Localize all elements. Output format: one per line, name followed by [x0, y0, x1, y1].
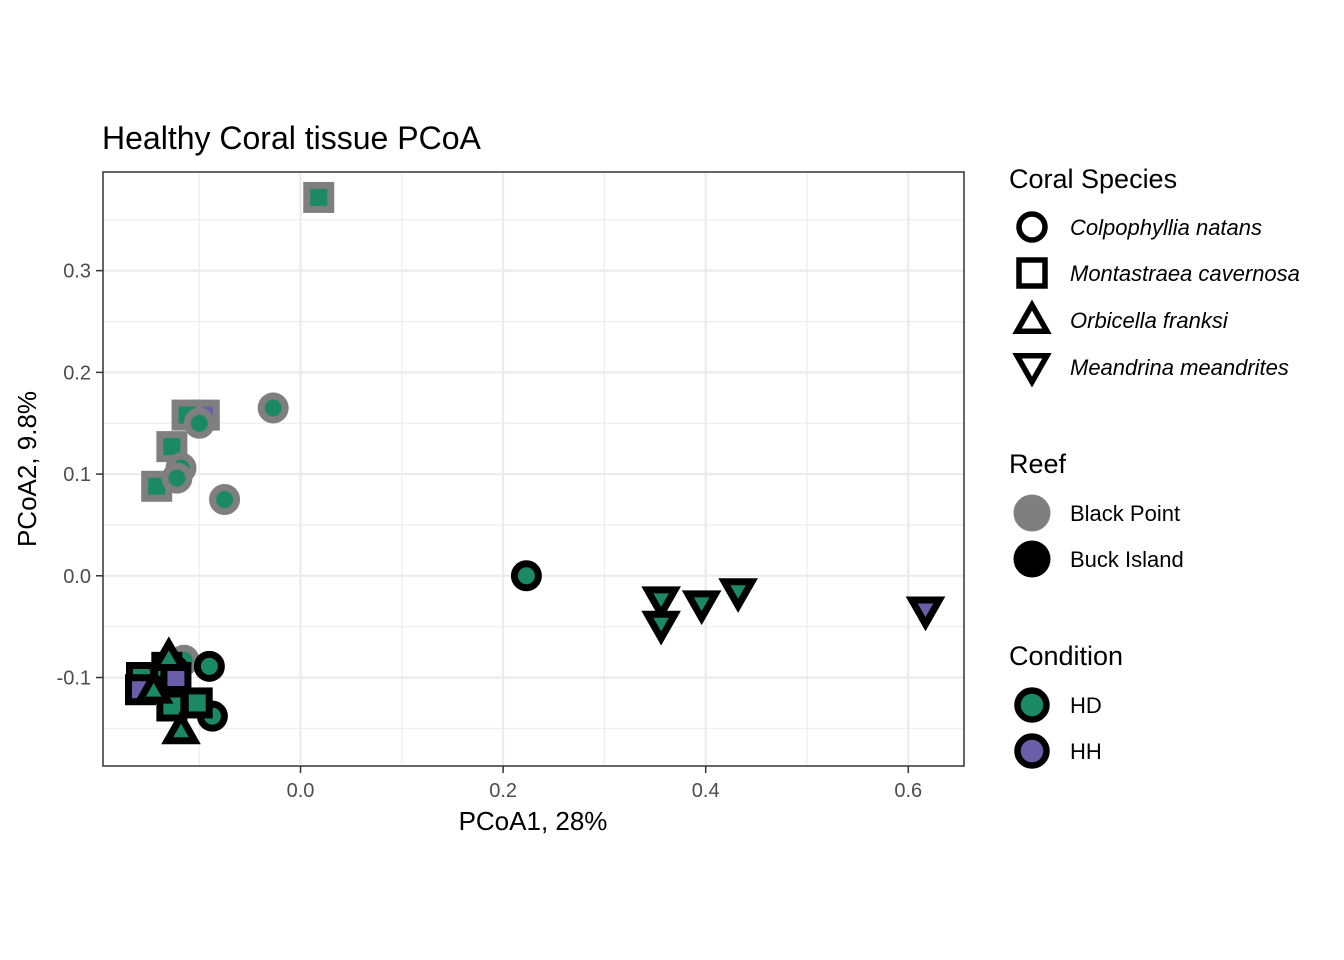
data-point-square	[303, 181, 335, 213]
legend-title: Coral Species	[1009, 164, 1177, 194]
legend-key-triangle-down	[1012, 353, 1052, 388]
legend-label: Buck Island	[1070, 547, 1184, 572]
x-tick-label: 0.4	[692, 780, 720, 802]
data-point-triangle-down	[681, 590, 722, 626]
x-tick-label: 0.6	[894, 780, 922, 802]
data-point-triangle	[161, 709, 201, 745]
x-tick-label: 0.0	[287, 780, 315, 802]
legend-key-condition	[1014, 687, 1050, 723]
data-point-circle	[257, 392, 289, 424]
legend-label: HD	[1070, 693, 1102, 718]
data-point-circle	[161, 462, 193, 494]
data-point-triangle	[149, 636, 189, 672]
legend-key-reef	[1013, 494, 1051, 532]
data-point-circle	[193, 650, 225, 682]
y-axis-title: PCoA2, 9.8%	[12, 391, 42, 547]
axes: 0.0 0.2 0.4 0.6 -0.1 0.0 0.1 0.2 0.3	[57, 261, 923, 802]
x-axis-title: PCoA1, 28%	[459, 806, 608, 836]
data-point-triangle-down	[905, 596, 946, 632]
data-point-circle	[209, 484, 241, 516]
data-points	[124, 181, 946, 745]
y-tick-label: 0.1	[63, 464, 91, 486]
legend-key-reef	[1013, 540, 1051, 578]
data-point-circle	[183, 407, 215, 439]
plot-border	[102, 171, 965, 767]
legend-key-condition	[1014, 733, 1050, 769]
legend-key-triangle	[1012, 299, 1052, 334]
legend-label: Meandrina meandrites	[1070, 355, 1289, 380]
x-tick-label: 0.2	[489, 780, 517, 802]
legend-label: Montastraea cavernosa	[1070, 261, 1300, 286]
legend-label: Colpophyllia natans	[1070, 215, 1262, 240]
chart-title: Healthy Coral tissue PCoA	[102, 120, 481, 156]
legend-label: Black Point	[1070, 501, 1180, 526]
legend-label: HH	[1070, 739, 1102, 764]
legend-label: Orbicella franksi	[1070, 308, 1229, 333]
legend-key-square	[1016, 257, 1048, 289]
data-point-triangle-down	[641, 610, 681, 646]
data-point-square	[181, 687, 213, 719]
legend-title: Reef	[1009, 449, 1067, 479]
data-point-triangle-down	[641, 586, 681, 622]
grid-lines	[103, 172, 964, 766]
data-point-triangle	[133, 668, 174, 704]
legend-title: Condition	[1009, 641, 1123, 671]
legend-key-circle	[1016, 211, 1048, 243]
y-tick-label: 0.3	[63, 261, 91, 283]
data-point-circle	[510, 560, 542, 592]
y-tick-label: -0.1	[57, 668, 91, 690]
y-tick-label: 0.0	[63, 566, 91, 588]
y-tick-label: 0.2	[63, 362, 91, 384]
legend: Coral Species Colpophyllia natans Montastr…	[1009, 164, 1300, 769]
data-point-triangle-down	[718, 578, 758, 613]
